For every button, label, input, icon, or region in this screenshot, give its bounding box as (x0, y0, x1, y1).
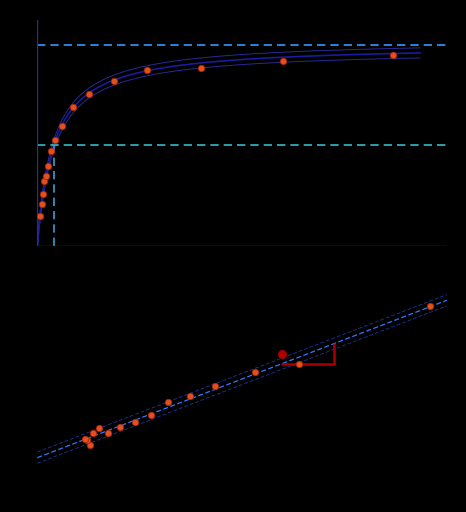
Point (116, 422, 123, 431)
Point (252, 368, 259, 376)
Point (132, 418, 139, 426)
Point (389, 51, 397, 59)
Point (42, 172, 50, 180)
Point (147, 412, 154, 420)
Point (51, 136, 59, 144)
Point (280, 57, 287, 66)
Point (426, 302, 434, 310)
Point (96, 423, 103, 432)
Point (186, 392, 194, 400)
Point (69, 103, 76, 111)
Point (85, 90, 93, 98)
Point (110, 77, 117, 86)
Point (58, 122, 66, 130)
Point (295, 360, 303, 368)
Point (143, 66, 151, 74)
Point (86, 441, 93, 449)
Point (278, 350, 285, 358)
Point (81, 435, 89, 443)
Point (104, 429, 111, 437)
Point (44, 162, 52, 170)
Point (41, 177, 48, 185)
Point (39, 190, 47, 198)
Point (38, 200, 45, 208)
Point (83, 436, 90, 444)
Point (36, 212, 44, 220)
Point (164, 398, 172, 406)
Point (212, 382, 219, 390)
Point (198, 63, 205, 72)
Point (47, 146, 55, 155)
Point (89, 430, 97, 438)
